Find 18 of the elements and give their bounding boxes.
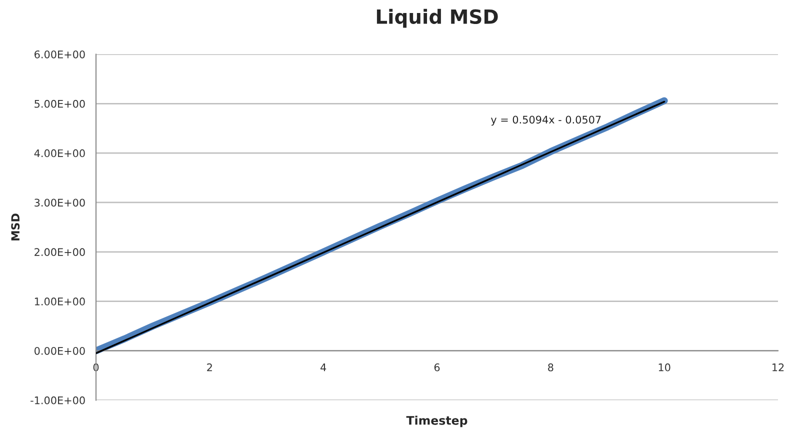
y-tick-label: 6.00E+00 [34, 50, 85, 58]
x-tick-label: 12 [772, 363, 784, 372]
y-tick-label: 1.00E+00 [34, 298, 85, 306]
x-tick-label: 4 [320, 364, 326, 372]
x-tick-label: 6 [434, 363, 440, 372]
y-tick-label: 5.00E+00 [34, 100, 85, 108]
y-axis-title: MSD [11, 214, 20, 240]
y-tick-label: 2.00E+00 [34, 248, 85, 256]
x-tick-label: 8 [548, 363, 554, 372]
annotation: y = 0.5094x - 0.0507 [490, 116, 601, 126]
y-tick-label: -1.00E+00 [30, 396, 85, 404]
chart-title: Liquid MSD [376, 8, 498, 28]
x-tick-label: 10 [658, 363, 670, 372]
x-tick-label: 2 [207, 363, 212, 372]
y-tick-label: 0.00E+00 [34, 346, 85, 355]
y-tick-label: 3.00E+00 [34, 198, 85, 207]
y-tick-label: 4.00E+00 [34, 149, 85, 158]
x-axis-title: Timestep [406, 416, 468, 428]
